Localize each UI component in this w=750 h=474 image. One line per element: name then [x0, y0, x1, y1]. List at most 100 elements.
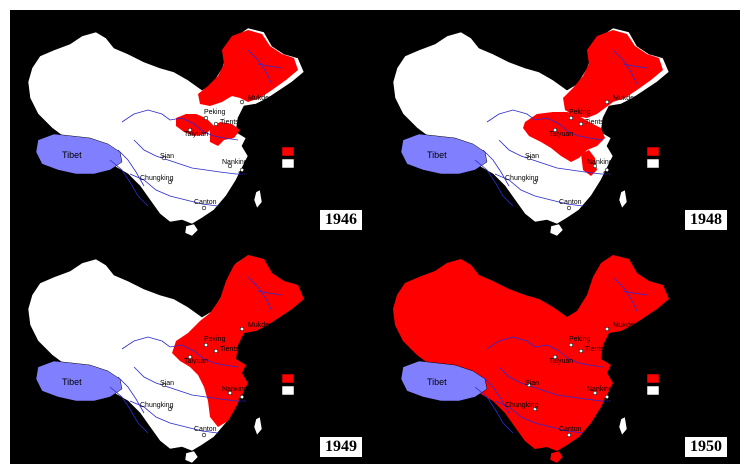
- legend-nationalist-swatch: [281, 158, 295, 169]
- china-map-1949: Tibet Mukden Peking Tientsin Taiyuan Sian Nank…: [27, 254, 305, 464]
- legend-communist-swatch: [281, 146, 295, 157]
- city-label-shanghai: Shanghai: [603, 398, 633, 405]
- city-label-tientsin: Tientsin: [585, 346, 609, 353]
- river: [482, 149, 510, 187]
- city-marker-nanking: [592, 163, 598, 169]
- city-marker-canton: [201, 205, 207, 211]
- city-marker-mukden: [239, 99, 245, 105]
- communist-region: [581, 150, 597, 176]
- river: [474, 386, 514, 434]
- year-label: 1948: [684, 209, 728, 231]
- city-marker-sian: [161, 155, 167, 161]
- river: [482, 376, 510, 414]
- river: [474, 159, 514, 207]
- taiwan-island: [253, 416, 263, 436]
- river: [486, 109, 604, 141]
- city-label-nanking: Nanking: [222, 159, 248, 166]
- river: [612, 276, 638, 312]
- river: [117, 376, 145, 414]
- city-marker-canton: [201, 432, 207, 438]
- river: [247, 276, 273, 312]
- legend-nationalist-swatch: [646, 158, 660, 169]
- city-label-chungking: Chungking: [140, 175, 174, 182]
- city-label-tientsin: Tientsin: [220, 119, 244, 126]
- city-marker-peking: [203, 342, 209, 348]
- city-marker-mukden: [604, 326, 610, 332]
- tibet-region: [35, 133, 123, 175]
- city-marker-peking: [568, 342, 574, 348]
- city-marker-taiyuan: [552, 127, 558, 133]
- map-figure: Tibet Mukden Peking Tientsin Taiyuan Sian Nank…: [10, 10, 740, 464]
- city-label-canton: Canton: [559, 426, 582, 433]
- river: [494, 173, 584, 207]
- river: [117, 149, 145, 187]
- river: [133, 139, 246, 175]
- river: [257, 290, 283, 296]
- tibet-label: Tibet: [427, 377, 447, 387]
- city-marker-shanghai: [604, 394, 610, 400]
- city-marker-nanking: [592, 390, 598, 396]
- city-label-chungking: Chungking: [505, 175, 539, 182]
- city-label-mukden: Mukden: [248, 322, 273, 329]
- hainan-island: [549, 450, 564, 464]
- taiwan-island: [618, 416, 628, 436]
- city-label-nanking: Nanking: [587, 386, 613, 393]
- city-label-peking: Peking: [204, 109, 226, 116]
- communist-region: [523, 112, 605, 162]
- city-label-mukden: Mukden: [613, 95, 638, 102]
- city-label-canton: Canton: [194, 426, 217, 433]
- river: [257, 63, 283, 69]
- year-label: 1946: [319, 209, 363, 231]
- river: [498, 366, 611, 402]
- river: [247, 49, 273, 85]
- taiwan-island: [253, 189, 263, 209]
- river: [498, 139, 611, 175]
- china-map-1946: Tibet Mukden Peking Tientsin Taiyuan Sian Nank…: [27, 27, 305, 237]
- river: [129, 173, 219, 207]
- river: [622, 63, 648, 69]
- city-marker-canton: [566, 432, 572, 438]
- city-marker-tientsin: [213, 348, 219, 354]
- city-marker-canton: [566, 205, 572, 211]
- city-marker-shanghai: [239, 394, 245, 400]
- city-label-taiyuan: Taiyuan: [184, 358, 208, 365]
- city-label-shanghai: Shanghai: [238, 171, 268, 178]
- river: [133, 366, 246, 402]
- hainan-island: [184, 450, 199, 464]
- legend-communist-swatch: [281, 373, 295, 384]
- map-panel-1948: Tibet Mukden Peking Tientsin Taiyuan Sian Nank…: [375, 10, 740, 237]
- hainan-island: [184, 223, 199, 237]
- map-panel-1950: Tibet Mukden Peking Tientsin Taiyuan Sian Nank…: [375, 237, 740, 464]
- tibet-label: Tibet: [427, 150, 447, 160]
- china-map-1948: Tibet Mukden Peking Tientsin Taiyuan Sian Nank…: [392, 27, 670, 237]
- tibet-region: [400, 133, 488, 175]
- year-label: 1949: [319, 436, 363, 458]
- city-marker-mukden: [239, 326, 245, 332]
- communist-region: [210, 122, 240, 146]
- city-marker-nanking: [227, 390, 233, 396]
- tibet-region: [35, 360, 123, 402]
- city-marker-mukden: [604, 99, 610, 105]
- city-marker-tientsin: [578, 121, 584, 127]
- city-marker-tientsin: [578, 348, 584, 354]
- city-marker-sian: [161, 382, 167, 388]
- city-label-canton: Canton: [194, 199, 217, 206]
- city-label-nanking: Nanking: [222, 386, 248, 393]
- tibet-region: [400, 360, 488, 402]
- river: [129, 400, 219, 434]
- city-label-chungking: Chungking: [140, 402, 174, 409]
- city-label-peking: Peking: [569, 109, 591, 116]
- city-label-taiyuan: Taiyuan: [549, 358, 573, 365]
- city-label-peking: Peking: [204, 336, 226, 343]
- river: [109, 159, 149, 207]
- city-label-taiyuan: Taiyuan: [184, 131, 208, 138]
- city-marker-tientsin: [213, 121, 219, 127]
- city-label-shanghai: Shanghai: [603, 171, 633, 178]
- map-panel-1949: Tibet Mukden Peking Tientsin Taiyuan Sian Nank…: [10, 237, 375, 464]
- city-label-tientsin: Tientsin: [220, 346, 244, 353]
- city-marker-shanghai: [239, 167, 245, 173]
- river: [121, 336, 239, 368]
- city-label-mukden: Mukden: [248, 95, 273, 102]
- city-marker-chungking: [532, 179, 538, 185]
- legend-nationalist-swatch: [646, 385, 660, 396]
